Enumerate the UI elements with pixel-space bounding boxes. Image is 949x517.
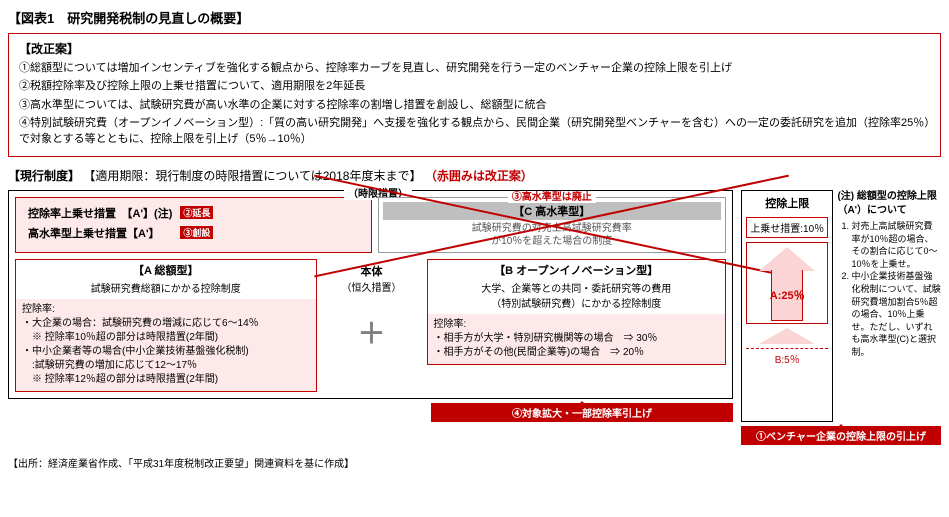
- revision-head: 【改正案】: [19, 40, 930, 57]
- revision-item: ④特別試験研究費（オープンイノベーション型）:「質の高い研究開発」へ支援を強化す…: [19, 116, 930, 147]
- limit-a: A:25％: [771, 270, 803, 321]
- revision-box: 【改正案】 ①総額型については増加インセンティブを強化する観点から、控除率カーブ…: [8, 33, 941, 157]
- revision-item: ①総額型については増加インセンティブを強化する観点から、控除率カーブを見直し、研…: [19, 61, 930, 76]
- gray-head: 【C 高水準型】: [383, 202, 722, 220]
- addon-row2-label: 高水準型上乗せ措置【A'】: [28, 228, 160, 240]
- badge-create: ③創設: [180, 226, 213, 239]
- arrow-b-icon: [759, 328, 815, 344]
- subhead-bold: 【現行制度】: [8, 169, 80, 183]
- gray-body: 試験研究費の対売上高試験研究費率 が10％を超えた場合の制度: [383, 222, 722, 248]
- limit-title: 控除上限: [746, 195, 828, 211]
- source-footer: 【出所：経済産業省作成、「平成31年度税制改正要望」関連資料を基に作成】: [8, 455, 941, 470]
- panel-a-body: 控除率: ・大企業の場合：試験研究費の増減に応じて6～14％ ※ 控除率10％超…: [16, 299, 316, 391]
- plus-icon: ＋: [317, 320, 427, 348]
- addon-row1-label: 控除率上乗せ措置 【A'】(注): [28, 208, 172, 220]
- panel-b-body: 控除率: ・相手方が大学・特別研究機関等の場合 ⇒ 30％ ・相手方がその他(民…: [428, 314, 726, 364]
- badge-extend: ②延長: [180, 206, 213, 219]
- current-system-box: （時限措置） 控除率上乗せ措置 【A'】(注) ②延長 高水準型上乗せ措置【A'…: [8, 190, 733, 399]
- note-item: 対売上高試験研究費率が10％超の場合、その割合に応じて0～10％を上乗せ。: [851, 220, 941, 270]
- limit-a-wrap: A:25％: [746, 242, 828, 324]
- panel-a: 【A 総額型】 試験研究費総額にかかる控除制度 控除率: ・大企業の場合：試験研…: [15, 259, 317, 392]
- note-item: 中小企業技術基盤強化税制について、試験研究費増加割合5％超の場合、10％上乗せ。…: [851, 270, 941, 358]
- note-column: (注) 総額型の控除上限（A'）について 対売上高試験研究費率が10％超の場合、…: [837, 190, 941, 422]
- panel-b-sub: 大学、企業等との共同・委託研究等の費用 （特別試験研究費）にかかる控除制度: [428, 280, 726, 310]
- badge-expand: ④対象拡大・一部控除率引上げ: [431, 403, 733, 422]
- abolish-label: ③高水準型は廃止: [508, 192, 596, 203]
- subhead: 【現行制度】 【適用期限：現行制度の時限措置については2018年度末まで】 （赤…: [8, 167, 941, 184]
- limit-b: B:5％: [746, 348, 828, 366]
- hontai: 本体 （恒久措置） ＋: [317, 259, 427, 392]
- subhead-plain: 【適用期限：現行制度の時限措置については2018年度末まで】: [83, 169, 421, 183]
- note-head: (注) 総額型の控除上限（A'）について: [837, 190, 941, 218]
- badge-venture: ①ベンチャー企業の控除上限の引上げ: [741, 426, 941, 445]
- highlevel-abolished-box: ③高水準型は廃止 【C 高水準型】 試験研究費の対売上高試験研究費率 が10％を…: [378, 197, 727, 253]
- addon-measures-box: 控除率上乗せ措置 【A'】(注) ②延長 高水準型上乗せ措置【A'】 ③創設: [15, 197, 372, 253]
- panel-a-head: 【A 総額型】: [16, 260, 316, 280]
- figure-title: 【図表1 研究開発税制の見直しの概要】: [8, 8, 941, 27]
- panel-a-sub: 試験研究費総額にかかる控除制度: [16, 280, 316, 295]
- panel-b-head: 【B オープンイノベーション型】: [428, 260, 726, 280]
- revision-item: ②税額控除率及び控除上限の上乗せ措置について、適用期限を2年延長: [19, 79, 930, 94]
- subhead-red: （赤囲みは改正案）: [425, 169, 533, 183]
- panel-b: 【B オープンイノベーション型】 大学、企業等との共同・委託研究等の費用 （特別…: [427, 259, 727, 365]
- hontai-sub: （恒久措置）: [317, 279, 427, 294]
- arrow-up-icon: [759, 247, 815, 271]
- revision-item: ③高水準型については、試験研究費が高い水準の企業に対する控除率の割増し措置を創設…: [19, 98, 930, 113]
- limit-top: 上乗せ措置:10％: [746, 217, 828, 238]
- deduction-limit-box: 控除上限 上乗せ措置:10％ A:25％ B:5％: [741, 190, 833, 422]
